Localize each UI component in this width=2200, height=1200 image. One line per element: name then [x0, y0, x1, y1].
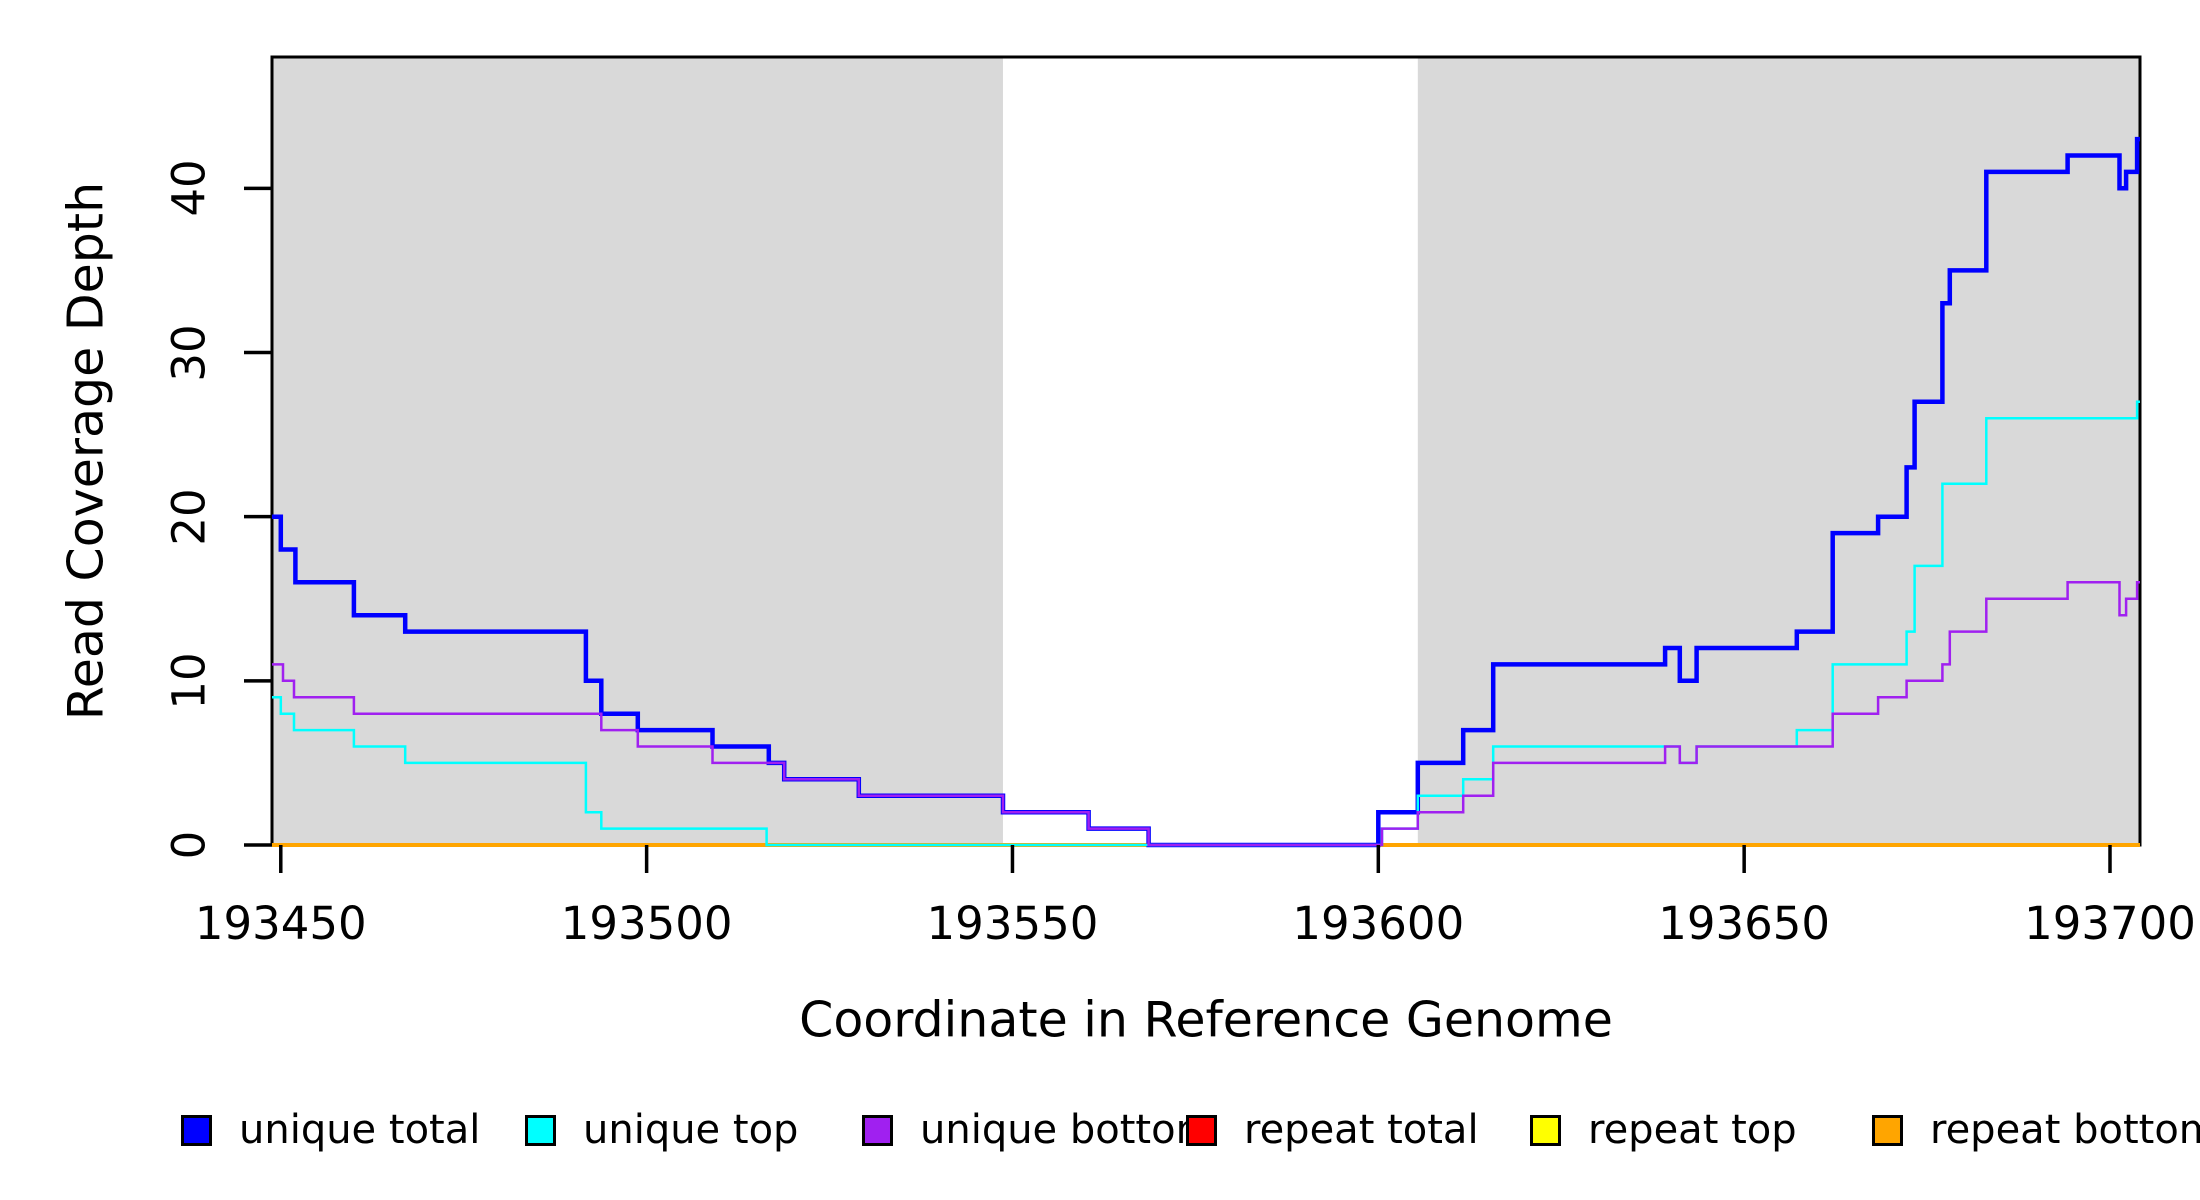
y-tick-label: 30 — [162, 323, 216, 382]
x-tick-label: 193550 — [926, 897, 1099, 950]
y-tick-label: 20 — [162, 488, 216, 546]
legend-item-unique-total: unique total — [181, 1106, 480, 1154]
legend-label: unique total — [239, 1107, 481, 1153]
x-tick-label: 193600 — [1292, 897, 1465, 950]
legend-label: unique bottom — [920, 1107, 1215, 1153]
legend-label: repeat top — [1588, 1107, 1797, 1153]
legend-item-repeat-bottom: repeat bottom — [1872, 1106, 2200, 1154]
legend-color-swatch-icon — [1530, 1114, 1561, 1146]
legend-label: unique top — [583, 1107, 799, 1153]
y-tick-label: 0 — [162, 830, 216, 860]
x-tick-label: 193700 — [2024, 897, 2196, 950]
legend-color-swatch-icon — [525, 1114, 556, 1146]
series-line-unique-top — [272, 400, 2140, 847]
legend-item-unique-top: unique top — [525, 1106, 798, 1154]
x-tick-label: 193450 — [194, 897, 367, 950]
legend-item-repeat-top: repeat top — [1530, 1106, 1797, 1154]
y-axis-title: Read Coverage Depth — [57, 181, 115, 721]
y-tick-label: 10 — [162, 652, 216, 710]
x-tick-label: 193500 — [560, 897, 733, 950]
series-line-unique-total — [272, 136, 2140, 848]
x-axis-title: Coordinate in Reference Genome — [799, 991, 1613, 1049]
series-line-unique-bottom — [272, 581, 2140, 847]
legend-label: repeat bottom — [1930, 1107, 2200, 1153]
legend-item-unique-bottom: unique bottom — [862, 1106, 1215, 1154]
legend-label: repeat total — [1244, 1107, 1479, 1153]
legend-color-swatch-icon — [862, 1114, 893, 1146]
y-tick-label: 40 — [162, 159, 216, 217]
x-tick-label: 193650 — [1658, 897, 1831, 950]
legend-color-swatch-icon — [1872, 1114, 1903, 1146]
legend-color-swatch-icon — [1186, 1114, 1217, 1146]
legend-item-repeat-total: repeat total — [1186, 1106, 1479, 1154]
legend-color-swatch-icon — [181, 1114, 212, 1146]
right-gray-region — [1417, 57, 2140, 845]
